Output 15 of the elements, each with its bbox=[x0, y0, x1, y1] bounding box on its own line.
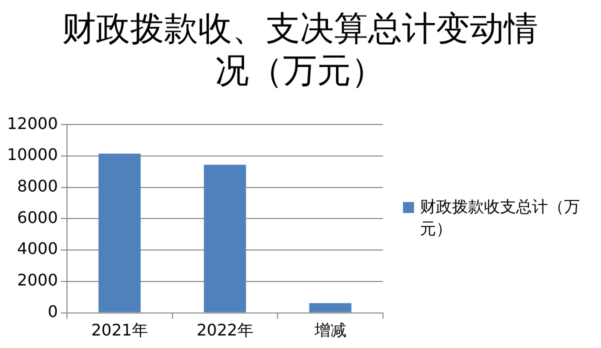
legend-label: 财政拨款收支总计（万元） bbox=[420, 196, 581, 240]
bar bbox=[98, 154, 141, 312]
chart-title: 财政拨款收、支决算总计变动情况（万元） bbox=[61, 8, 539, 92]
y-tick-label: 4000 bbox=[17, 239, 58, 258]
y-tick-label: 12000 bbox=[6, 114, 58, 133]
y-tick-label: 0 bbox=[48, 302, 58, 321]
x-tick-label: 增减 bbox=[313, 320, 346, 340]
y-tick-label: 2000 bbox=[17, 270, 58, 290]
x-tick-label: 2022年 bbox=[196, 320, 254, 340]
y-tick-label: 8000 bbox=[17, 176, 58, 196]
bar bbox=[309, 303, 352, 312]
y-tick-label: 10000 bbox=[6, 145, 58, 164]
y-tick-label: 6000 bbox=[17, 208, 58, 227]
x-tick-label: 2021年 bbox=[91, 320, 148, 340]
bar bbox=[204, 164, 246, 312]
